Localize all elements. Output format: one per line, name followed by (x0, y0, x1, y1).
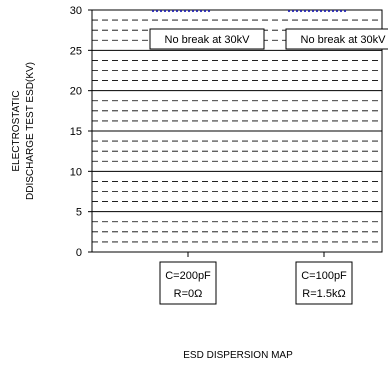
data-point (199, 9, 203, 13)
data-point (163, 9, 167, 13)
data-point (319, 9, 323, 13)
category-label-line-1: C=200pF (165, 270, 211, 282)
annotations: No break at 30kV No break at 30kV (149, 28, 388, 50)
data-point (315, 9, 319, 13)
data-point (335, 9, 339, 13)
data-point (187, 9, 191, 13)
data-point (207, 9, 211, 13)
data-point (331, 9, 335, 13)
data-point (155, 9, 159, 13)
data-point (183, 9, 187, 13)
category-label-line-2: R=1.5kΩ (302, 288, 345, 300)
data-point (343, 9, 347, 13)
y-axis-label-line-1: ELECTROSTATIC (11, 90, 22, 171)
y-axis-ticks: 0 5 10 15 20 25 30 (70, 5, 92, 259)
data-point (175, 9, 179, 13)
annotation-box (285, 28, 388, 50)
annotation-text: No break at 30kV (301, 34, 387, 46)
y-tick-label: 30 (70, 5, 82, 17)
data-point (323, 9, 327, 13)
grid-lines (92, 19, 382, 243)
data-point (291, 9, 295, 13)
category-label-box (295, 261, 353, 305)
data-point (167, 9, 171, 13)
y-tick-label: 10 (70, 166, 82, 178)
data-point (295, 9, 299, 13)
data-point (191, 9, 195, 13)
y-tick-label: 5 (76, 207, 82, 219)
data-point (151, 9, 155, 13)
x-axis-categories: C=200pF R=0Ω C=100pF R=1.5kΩ (159, 252, 353, 305)
data-point (303, 9, 307, 13)
y-tick-label: 25 (70, 45, 82, 57)
data-point (311, 9, 315, 13)
data-point (203, 9, 207, 13)
annotation-box (149, 28, 265, 50)
data-point (159, 9, 163, 13)
y-tick-label: 20 (70, 86, 82, 98)
category-label-line-1: C=100pF (301, 270, 347, 282)
data-point (339, 9, 343, 13)
annotation-text: No break at 30kV (165, 34, 251, 46)
data-point (195, 9, 199, 13)
data-point (179, 9, 183, 13)
data-point (171, 9, 175, 13)
data-point (287, 9, 291, 13)
y-tick-label: 0 (76, 247, 82, 259)
category-label-line-2: R=0Ω (174, 288, 203, 300)
y-axis-label-line-2: DDISCHARGE TEST ESD(KV) (25, 62, 36, 200)
data-markers (151, 9, 347, 13)
x-axis-label: ESD DISPERSION MAP (183, 350, 293, 361)
y-tick-label: 15 (70, 126, 82, 138)
data-point (299, 9, 303, 13)
data-point (327, 9, 331, 13)
category-label-box (159, 261, 217, 305)
data-point (307, 9, 311, 13)
